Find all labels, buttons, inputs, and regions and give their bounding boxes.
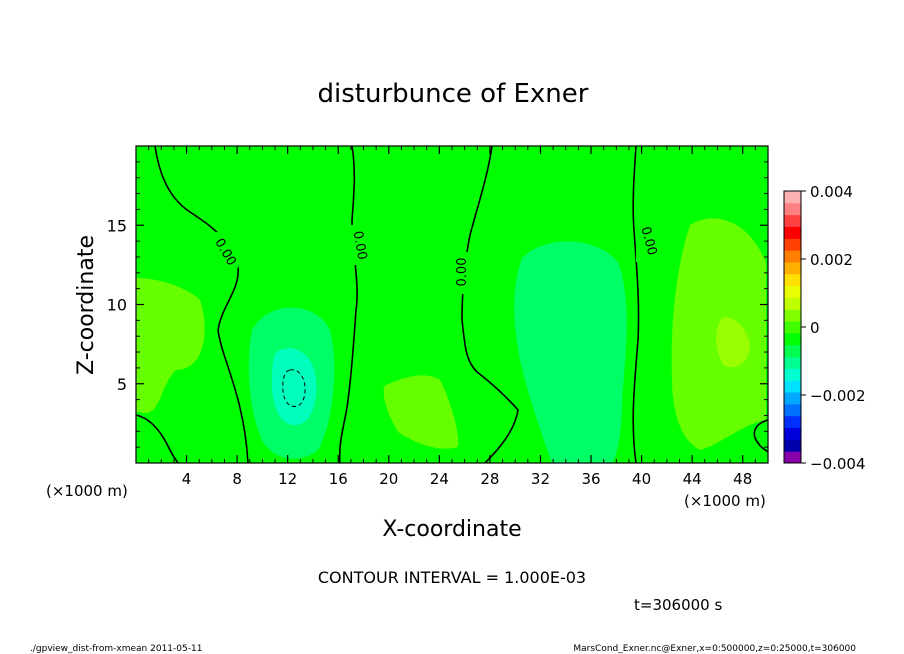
contour-label-3: 0.00 <box>455 258 470 287</box>
colorbar-swatch <box>784 344 801 358</box>
zero-contour-3 <box>461 146 519 463</box>
footer-left: ./gpview_dist-from-xmean 2011-05-11 <box>30 644 202 654</box>
zero-contour-4 <box>632 146 640 463</box>
y-tick-label: 5 <box>117 375 127 394</box>
colorbar-swatch <box>784 250 801 263</box>
colorbar-tick-label: 0.004 <box>810 183 853 201</box>
colorbar-swatch <box>784 309 801 322</box>
contour-label-mask-3 <box>457 252 475 294</box>
colorbar-tick-label: 0 <box>810 319 820 337</box>
time-label: t=306000 s <box>634 596 722 614</box>
colorbar-tick-label: −0.004 <box>810 455 866 473</box>
field-region-left-stronger-negative <box>272 348 317 426</box>
colorbar-swatch <box>784 451 801 464</box>
colorbar-swatch <box>784 297 801 310</box>
x-axis-label: X-coordinate <box>382 517 521 542</box>
zero-contour-5 <box>136 414 179 463</box>
colorbar-swatch <box>784 368 801 381</box>
x-unit-right: (×1000 m) <box>684 492 766 510</box>
contour-interval-text: CONTOUR INTERVAL = 1.000E-03 <box>318 568 586 587</box>
colorbar <box>783 190 802 464</box>
y-tick-label: 10 <box>107 296 127 315</box>
negative-contour-dashed <box>282 369 306 407</box>
colorbar-swatch <box>784 285 801 298</box>
colorbar-swatch <box>784 332 801 346</box>
x-axis-ticks: 4 8 12 16 20 24 28 32 36 40 44 48 <box>148 146 756 488</box>
colorbar-tick-label: 0.002 <box>810 251 853 269</box>
zero-contour-1 <box>154 146 249 463</box>
field-region-mid-positive <box>383 375 459 449</box>
plot-area: 0.00 0.00 0.00 0.00 <box>136 146 768 463</box>
y-axis-label: Z-coordinate <box>74 235 99 375</box>
colorbar-swatch <box>784 202 801 216</box>
colorbar-swatch <box>784 261 801 275</box>
x-tick-label: 4 <box>182 470 192 488</box>
y-tick-label: 15 <box>107 216 127 235</box>
x-tick-label: 16 <box>329 470 348 488</box>
colorbar-swatch <box>784 403 801 417</box>
colorbar-swatch <box>784 238 801 251</box>
colorbar-swatch <box>784 273 801 287</box>
colorbar-swatch <box>784 321 801 334</box>
x-tick-label: 32 <box>531 470 550 488</box>
x-tick-label: 44 <box>683 470 702 488</box>
contour-label-mask-4 <box>636 222 656 262</box>
footer-right: MarsCond_Exner.nc@Exner,x=0:500000,z=0:2… <box>573 644 856 654</box>
colorbar-swatch <box>784 415 801 429</box>
colorbar-swatch <box>784 226 801 239</box>
x-tick-label: 28 <box>480 470 499 488</box>
x-unit-left: (×1000 m) <box>46 482 128 500</box>
x-tick-label: 12 <box>278 470 297 488</box>
field-region-right-stronger-positive <box>716 317 750 368</box>
colorbar-tick-label: −0.002 <box>810 387 866 405</box>
contour-label-2: 0.00 <box>350 230 370 261</box>
colorbar-ticks: 0.004 0.002 0 −0.002 −0.004 <box>801 183 866 473</box>
contour-label-mask-1 <box>206 232 238 268</box>
x-tick-label: 48 <box>733 470 752 488</box>
x-tick-label: 20 <box>379 470 398 488</box>
x-tick-label: 24 <box>430 470 449 488</box>
x-tick-label: 40 <box>632 470 651 488</box>
x-tick-label: 36 <box>581 470 600 488</box>
zero-contour-6 <box>753 419 768 453</box>
zero-contour-2 <box>338 146 358 463</box>
colorbar-swatch <box>784 191 801 204</box>
colorbar-swatch <box>784 392 801 405</box>
colorbar-swatch <box>784 214 801 227</box>
colorbar-swatch <box>784 356 801 369</box>
chart-title: disturbunce of Exner <box>318 79 589 109</box>
colorbar-swatch <box>784 439 801 452</box>
x-tick-label: 8 <box>232 470 242 488</box>
contour-label-mask-2 <box>347 225 365 265</box>
colorbar-swatch <box>784 427 801 440</box>
field-region-left-positive <box>136 278 205 414</box>
y-axis-ticks: 5 10 15 <box>107 161 768 448</box>
field-region-right-negative <box>514 241 627 463</box>
colorbar-swatch <box>784 380 801 393</box>
contour-label-4: 0.00 <box>637 225 659 257</box>
